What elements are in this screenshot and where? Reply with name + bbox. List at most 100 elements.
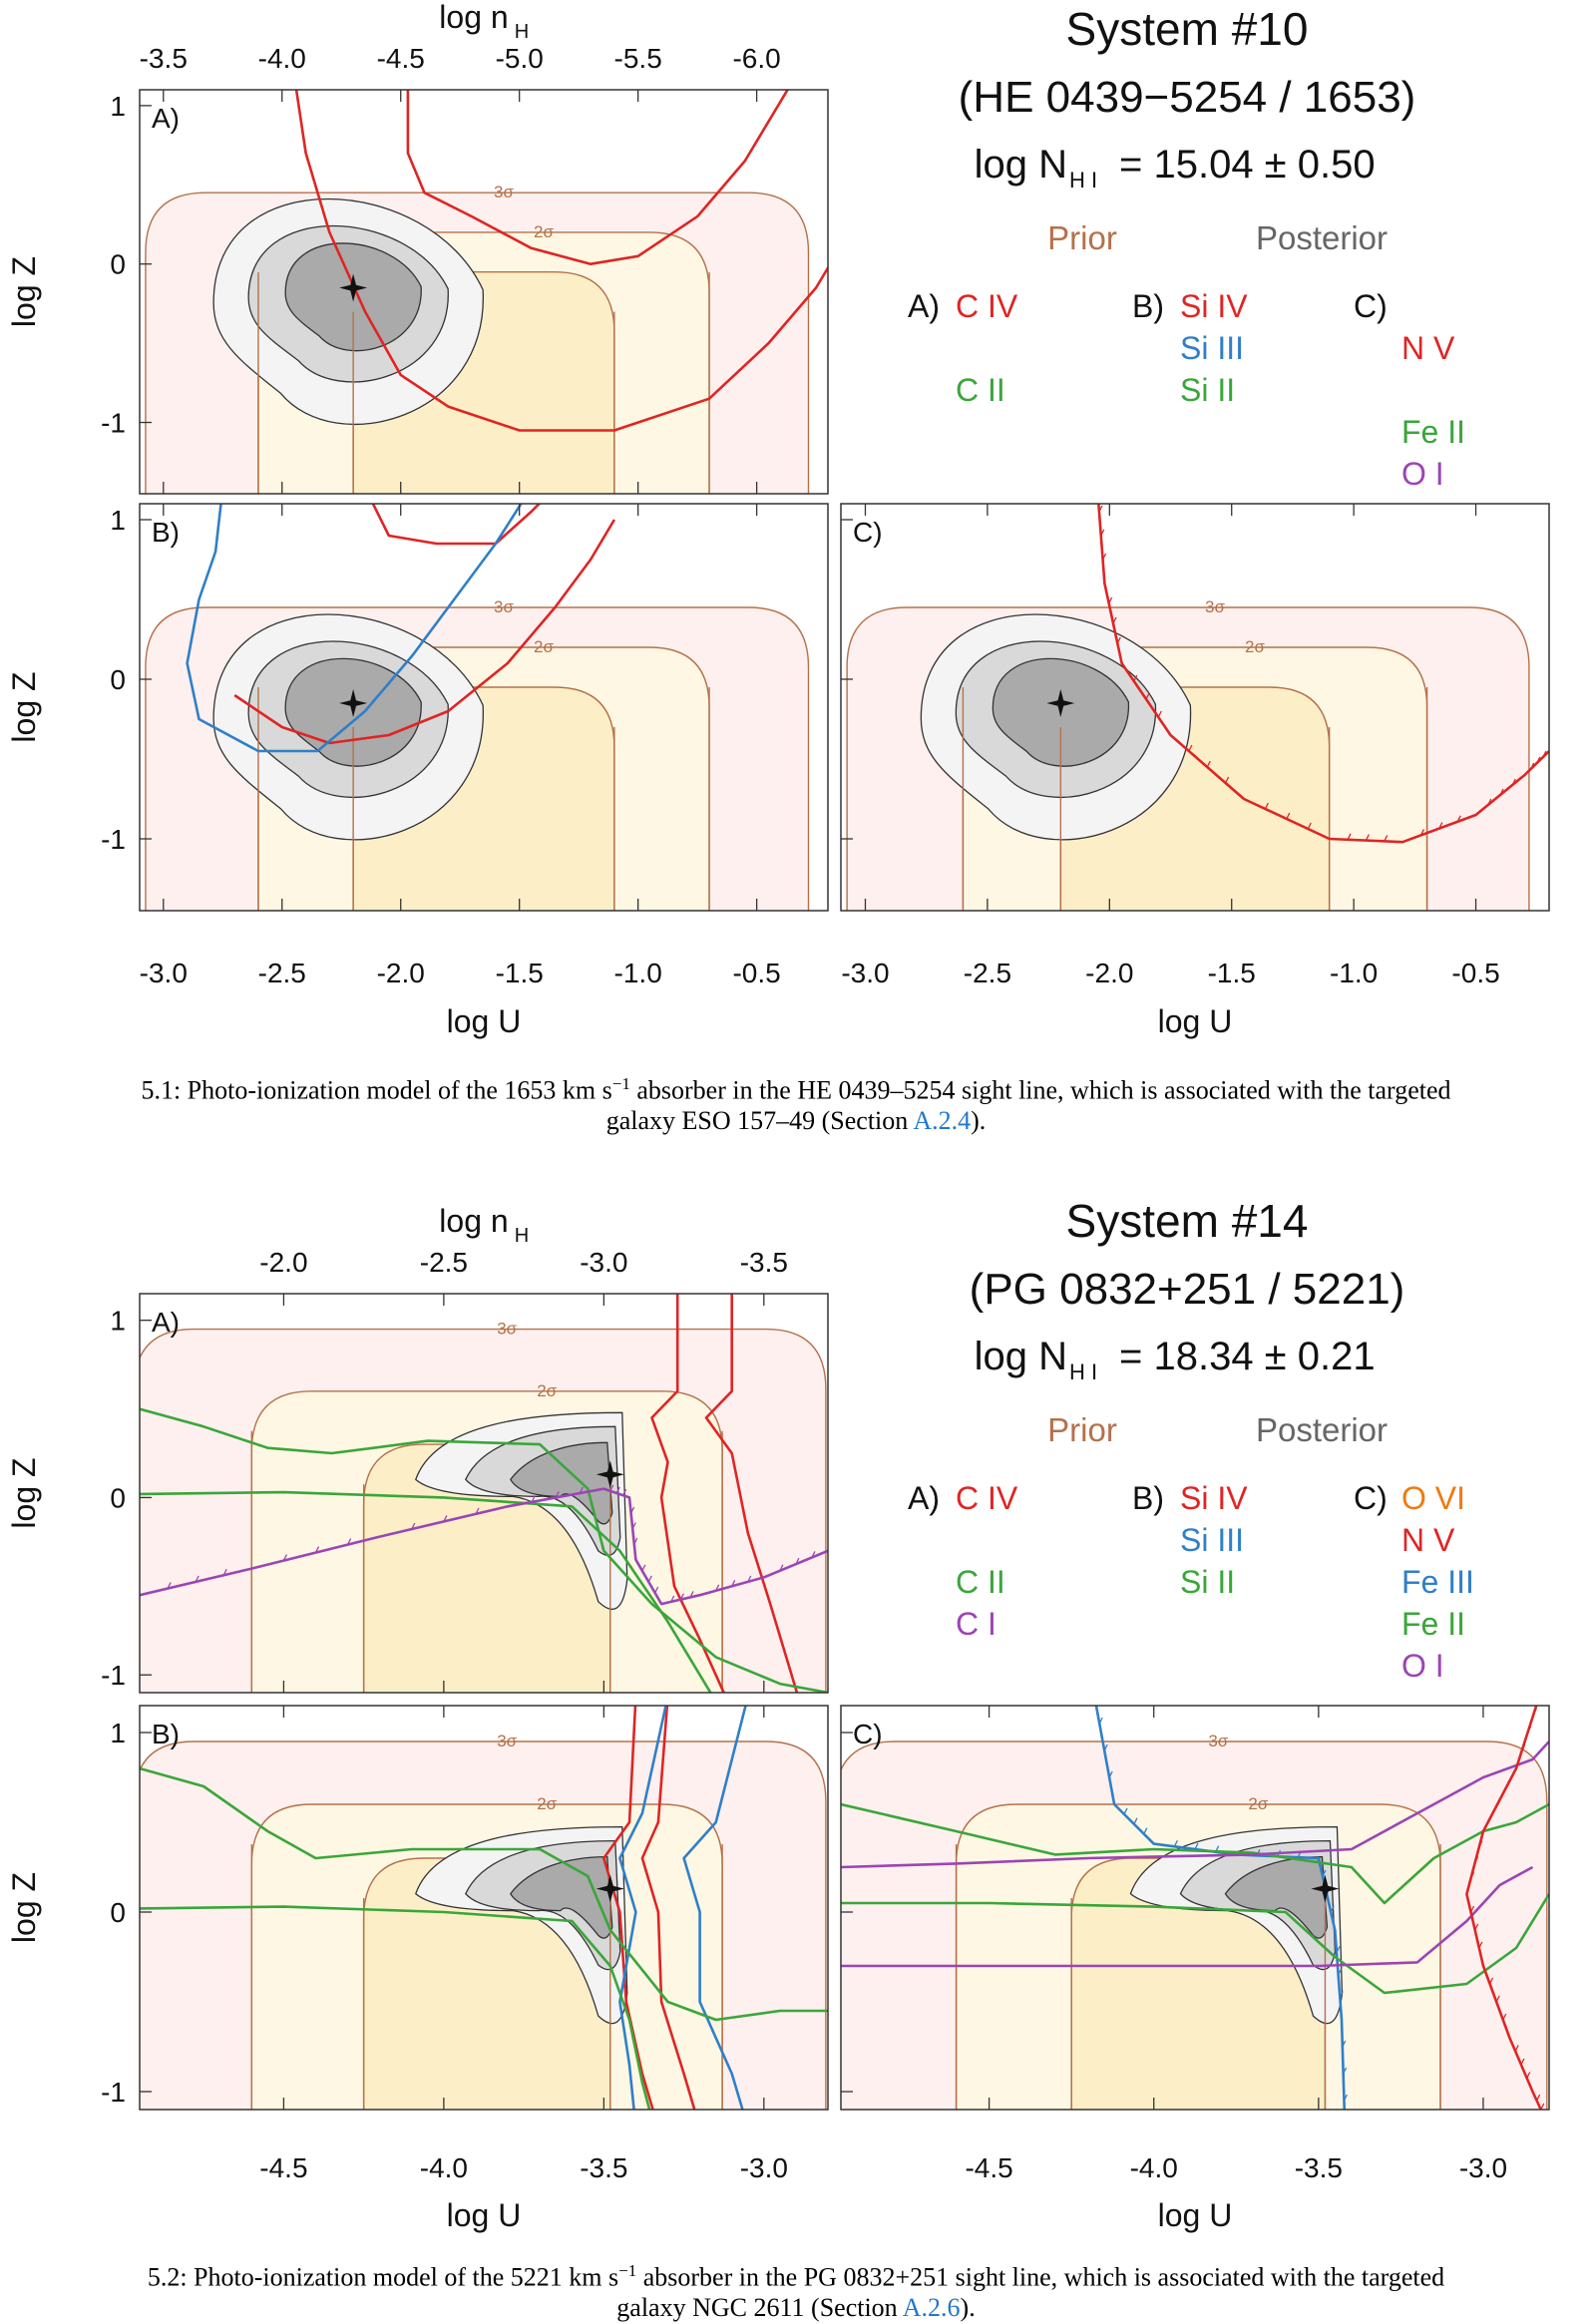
x-tick-label: -2.5: [258, 958, 306, 988]
curve-tick: [443, 1515, 448, 1522]
curve-tick: [1330, 1905, 1335, 1913]
curve-tick: [1526, 2072, 1531, 2079]
curve-tick: [1456, 815, 1461, 823]
curve-tick: [1511, 778, 1516, 786]
y-tick-label: -1: [101, 2077, 126, 2108]
curve-tick: [1514, 2045, 1519, 2052]
ion-curve-4: [140, 1490, 712, 1693]
top-axis-sub: H: [515, 21, 529, 43]
ion-curve-1: [371, 504, 542, 546]
curve-tick: [1343, 2094, 1349, 2102]
ion-curve-1: [602, 1706, 654, 2110]
caption-2-mid: absorber in the PG 0832+251 sight line, …: [636, 2262, 1445, 2292]
top-axis-sub: H: [515, 1225, 529, 1247]
ion-curve-3: [618, 1706, 667, 2110]
sigma-label-1: 3σ: [494, 183, 514, 201]
x-tick-label: -1.0: [1330, 958, 1378, 988]
nhi-label: log N: [975, 143, 1067, 187]
best-fit-star: [596, 1460, 624, 1489]
system-title: System #14: [1066, 1195, 1309, 1247]
x-tick-label: -2.0: [377, 958, 425, 988]
legend-group-C: C): [1354, 1480, 1388, 1516]
curve-tick: [1173, 1840, 1178, 1847]
x-tick-label: -3.0: [1459, 2152, 1507, 2183]
curve-tick: [1101, 553, 1107, 561]
caption-2-sup: −1: [618, 2261, 637, 2280]
caption-1-line2a: galaxy ESO 157–49 (Section: [605, 1105, 914, 1135]
top-tick-label: -3.0: [580, 1247, 627, 1278]
x-tick-label: -3.0: [740, 2152, 788, 2183]
top-tick-label: -5.0: [496, 43, 544, 74]
x-tick-label: -2.5: [964, 958, 1011, 988]
curve-tick: [1338, 1968, 1343, 1976]
x-axis-label: log U: [1158, 1003, 1233, 1039]
legend-ion: Si II: [1180, 372, 1235, 408]
curve-tick: [1469, 1871, 1475, 1879]
curve-tick: [811, 1551, 816, 1558]
caption-2-link[interactable]: A.2.6: [902, 2292, 961, 2322]
curve-tick: [609, 1484, 614, 1492]
panel-content: 3σ 2σ: [841, 1706, 1549, 2110]
legend-ion: N V: [1401, 330, 1455, 366]
legend-ion: C II: [956, 372, 1005, 408]
ion-curve-2: [233, 519, 616, 745]
legend-ion: O VI: [1401, 1480, 1465, 1516]
best-fit-star: [1311, 1874, 1340, 1903]
caption-1-sup: −1: [611, 1074, 630, 1093]
sigma-label-2: 2σ: [537, 1381, 557, 1400]
nhi-sub: H I: [1069, 168, 1097, 193]
nhi-value: = 18.34 ± 0.21: [1119, 1335, 1376, 1378]
curve-tick: [1194, 1842, 1199, 1850]
legend-ion: Si III: [1180, 330, 1244, 366]
curve-tick: [633, 1537, 638, 1545]
y-tick-label: 1: [110, 505, 126, 536]
curve-tick: [531, 1495, 536, 1503]
curve-tick: [1474, 1923, 1479, 1931]
caption-2-line2b: ).: [960, 2292, 976, 2322]
curve-tick: [1108, 1770, 1113, 1778]
curve-tick: [195, 1575, 199, 1583]
curve-tick: [1495, 1995, 1500, 2003]
ion-curve-4: [682, 1706, 747, 2110]
curve-tick: [1526, 1726, 1532, 1734]
ion-curve-2: [841, 1802, 1549, 1905]
curve-tick: [779, 1564, 784, 1572]
y-tick-label: 1: [110, 1306, 126, 1337]
panel-label-A: A): [152, 1307, 180, 1338]
y-axis-label: log Z: [6, 1457, 42, 1528]
curve-tick: [1322, 1869, 1327, 1877]
nhi-label: log N: [975, 1335, 1067, 1378]
top-tick-label: -4.0: [258, 43, 306, 74]
legend-ion: Fe II: [1401, 414, 1465, 450]
panel-label-C: C): [853, 1719, 883, 1749]
ion-curve-3: [186, 504, 523, 753]
top-tick-label: -3.5: [740, 1247, 788, 1278]
curve-tick: [1365, 834, 1370, 841]
legend-ion: C IV: [956, 1480, 1018, 1516]
legend-posterior: Posterior: [1256, 219, 1388, 256]
x-tick-label: -4.0: [1130, 2152, 1178, 2183]
system-title: System #10: [1066, 3, 1309, 55]
caption-1: 5.1: Photo-ionization model of the 1653 …: [0, 1069, 1592, 1136]
caption-2-prefix: 5.2: Photo-ionization model of the 5221 …: [147, 2262, 619, 2292]
curve-tick: [1098, 1717, 1103, 1725]
panel-frame: [139, 503, 829, 912]
sigma-label-2: 2σ: [1245, 637, 1265, 656]
legend-group-B: B): [1132, 288, 1164, 324]
curve-tick: [1532, 1708, 1537, 1716]
legend-ion: C IV: [956, 288, 1018, 324]
x-axis-label: log U: [447, 1003, 522, 1039]
curve-tick: [1507, 1777, 1512, 1785]
caption-2: 5.2: Photo-ionization model of the 5221 …: [0, 2256, 1592, 2323]
curve-tick: [1542, 750, 1547, 758]
caption-1-link[interactable]: A.2.4: [913, 1105, 972, 1135]
panel-2-1: 3σ 2σ A) 1 0 -1 log Z -2.0 -2.5 -3.0 -3.5 log n H: [6, 1203, 829, 1694]
caption-1-mid: absorber in the HE 0439–5254 sight line,…: [629, 1075, 1451, 1105]
curve-tick: [615, 1486, 620, 1494]
curve-tick: [1103, 1743, 1108, 1751]
y-tick-label: -1: [101, 824, 126, 855]
legend-ion: C I: [956, 1606, 996, 1642]
curve-tick: [1498, 1793, 1504, 1800]
curve-tick: [1520, 2058, 1525, 2066]
